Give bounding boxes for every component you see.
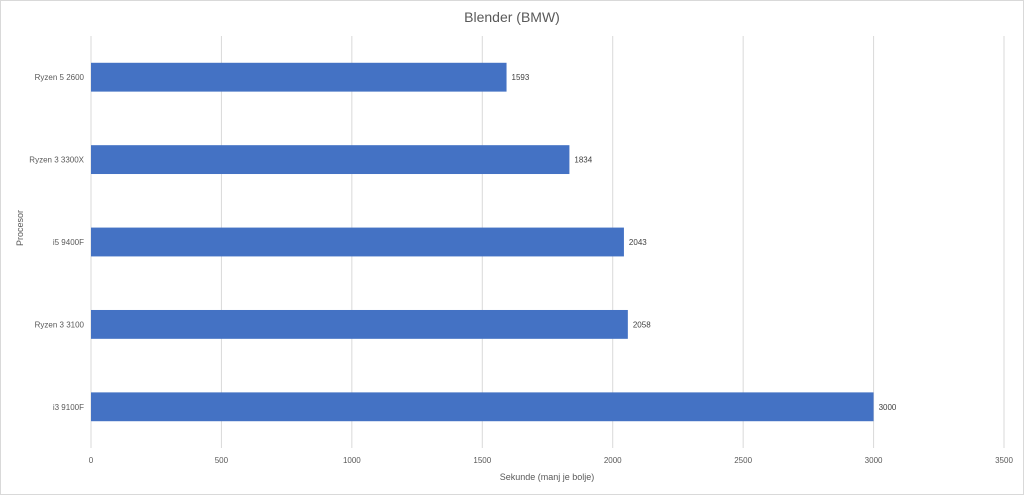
x-tick-label: 3500 (995, 456, 1013, 465)
bar (91, 309, 628, 339)
x-tick-label: 2000 (604, 456, 622, 465)
bars (91, 62, 874, 422)
x-axis-title: Sekunde (manj je bolje) (499, 472, 595, 482)
x-tick-labels: 0 500 1000 1500 2000 2500 3000 3500 (89, 456, 1014, 465)
bar (91, 227, 624, 257)
bar (91, 145, 570, 175)
data-label: 3000 (879, 403, 897, 412)
data-label: 1834 (574, 156, 592, 165)
data-label: 2043 (629, 238, 647, 247)
y-tick-label: i5 9400F (53, 238, 84, 247)
data-label: 2058 (633, 320, 651, 329)
x-tick-label: 500 (215, 456, 229, 465)
y-tick-labels: Ryzen 5 2600 Ryzen 3 3300X i5 9400F Ryzen 3… (29, 73, 84, 412)
x-tick-label: 3000 (865, 456, 883, 465)
data-labels: 1593 1834 2043 2058 3000 (512, 73, 897, 412)
x-tick-label: 2500 (734, 456, 752, 465)
x-tick-label: 1500 (473, 456, 491, 465)
y-tick-label: Ryzen 5 2600 (35, 73, 85, 82)
y-tick-label: Ryzen 3 3100 (35, 320, 85, 329)
y-tick-label: Ryzen 3 3300X (29, 156, 84, 165)
bar (91, 392, 874, 422)
y-tick-label: i3 9100F (53, 403, 84, 412)
x-tick-label: 1000 (343, 456, 361, 465)
x-tick-label: 0 (89, 456, 94, 465)
data-label: 1593 (512, 73, 530, 82)
bar (91, 62, 507, 92)
chart-title: Blender (BMW) (464, 9, 560, 25)
